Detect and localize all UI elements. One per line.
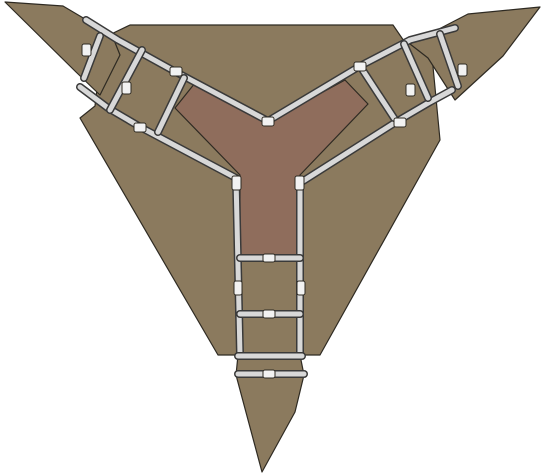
gate-post [121, 81, 132, 95]
north-west-spike [4, 1, 121, 96]
gate-post [294, 175, 305, 191]
gate-post [261, 116, 275, 127]
gate-post [133, 122, 147, 133]
gate-post [81, 43, 92, 57]
gate-post [296, 280, 306, 296]
gate-posts [81, 43, 468, 379]
gate-post [169, 66, 183, 77]
gate-post [262, 369, 276, 379]
gate-post [233, 280, 243, 296]
gate-post [262, 309, 276, 319]
gate-post [405, 83, 416, 97]
gate-post [393, 117, 407, 128]
gate-post [231, 175, 242, 191]
gate-post [262, 253, 276, 263]
gate-post [353, 61, 367, 72]
gate-post [457, 63, 468, 77]
